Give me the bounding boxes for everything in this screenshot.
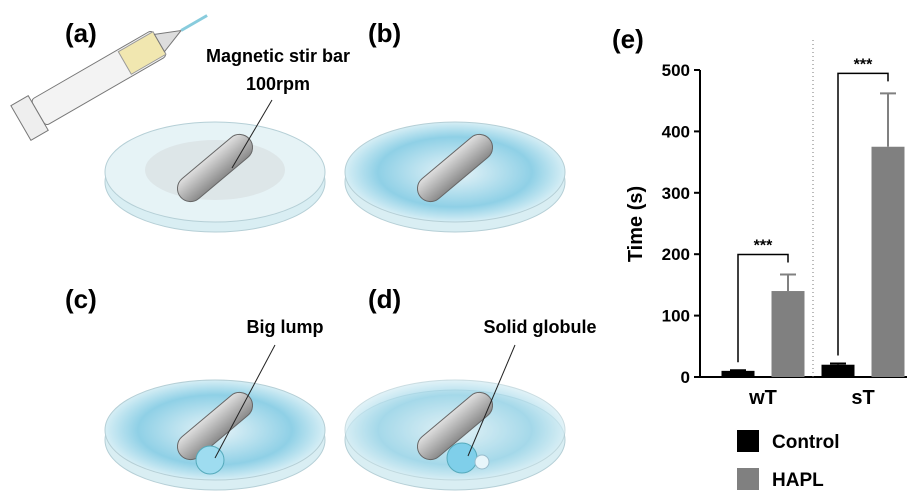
panel-label: (d): [368, 284, 401, 314]
error-bar: [780, 274, 796, 291]
bar: [722, 371, 755, 377]
chart-title: (e): [612, 24, 644, 54]
legend-label: Control: [772, 432, 840, 453]
panel-label: (b): [368, 18, 401, 48]
bar: [872, 147, 905, 377]
error-bar: [880, 93, 896, 146]
panel-label: (c): [65, 284, 97, 314]
legend-swatch: [737, 430, 759, 452]
figure: (a) (b) (c) (d) Magnetic stir bar 100rpm…: [0, 0, 907, 498]
dish-d: [345, 380, 565, 490]
annotation: Magnetic stir bar: [206, 46, 350, 66]
error-bar: [830, 363, 846, 364]
significance-label: ***: [854, 56, 873, 73]
x-tick-label: sT: [851, 387, 874, 409]
dish-a: [11, 0, 325, 232]
y-tick-label: 0: [681, 368, 690, 387]
page: (a) (b) (c) (d) Magnetic stir bar 100rpm…: [0, 0, 907, 498]
bar: [772, 291, 805, 377]
panel-label: (a): [65, 18, 97, 48]
y-axis-label: Time (s): [625, 186, 647, 262]
annotation: 100rpm: [246, 74, 310, 94]
x-tick-label: wT: [748, 387, 777, 409]
bar: [822, 365, 855, 377]
y-tick-label: 400: [662, 122, 690, 141]
y-tick-label: 100: [662, 307, 690, 326]
dish-b: [345, 122, 565, 232]
error-bar: [730, 370, 746, 371]
y-tick-label: 500: [662, 61, 690, 80]
y-tick-label: 200: [662, 245, 690, 264]
significance-label: ***: [754, 237, 773, 254]
annotation: Solid globule: [484, 317, 597, 337]
legend-swatch: [737, 468, 759, 490]
legend-label: HAPL: [772, 470, 824, 491]
y-tick-label: 300: [662, 184, 690, 203]
annotation: Big lump: [247, 317, 324, 337]
dish-c: [105, 380, 325, 490]
